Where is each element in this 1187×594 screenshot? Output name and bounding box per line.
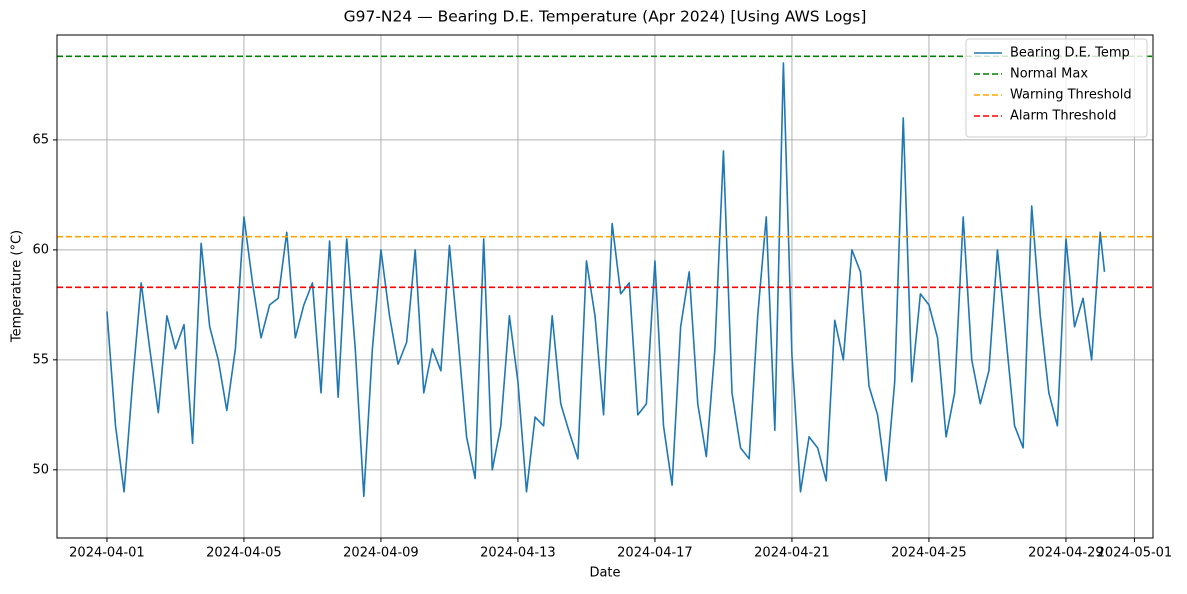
x-tick-label: 2024-04-01: [69, 546, 145, 561]
x-tick-label: 2024-05-01: [1097, 546, 1173, 561]
x-axis-label: Date: [589, 566, 620, 581]
plot-frame: [56, 34, 1154, 539]
y-tick-label: 60: [32, 242, 49, 257]
x-tick-label: 2024-04-13: [480, 546, 556, 561]
legend-label: Bearing D.E. Temp: [1010, 46, 1130, 61]
data-line: [106, 62, 1106, 498]
x-tick-label: 2024-04-29: [1028, 546, 1104, 561]
x-tick-label: 2024-04-25: [891, 546, 967, 561]
chart-title: G97-N24 — Bearing D.E. Temperature (Apr …: [344, 8, 867, 26]
legend-label: Alarm Threshold: [1010, 109, 1116, 124]
y-tick-label: 55: [32, 352, 49, 367]
x-tick-label: 2024-04-05: [206, 546, 282, 561]
x-tick-label: 2024-04-17: [617, 546, 693, 561]
legend-box: [965, 38, 1148, 138]
legend: Bearing D.E. Temp Normal Max Warning Thres…: [965, 38, 1148, 138]
legend-label: Normal Max: [1010, 67, 1088, 82]
y-tick-label: 65: [32, 132, 49, 147]
y-axis-label: Temperature (°C): [10, 230, 25, 343]
x-tick-label: 2024-04-21: [754, 546, 830, 561]
legend-label: Warning Threshold: [1010, 88, 1132, 103]
x-tick-label: 2024-04-09: [343, 546, 419, 561]
y-tick-label: 50: [32, 462, 49, 477]
